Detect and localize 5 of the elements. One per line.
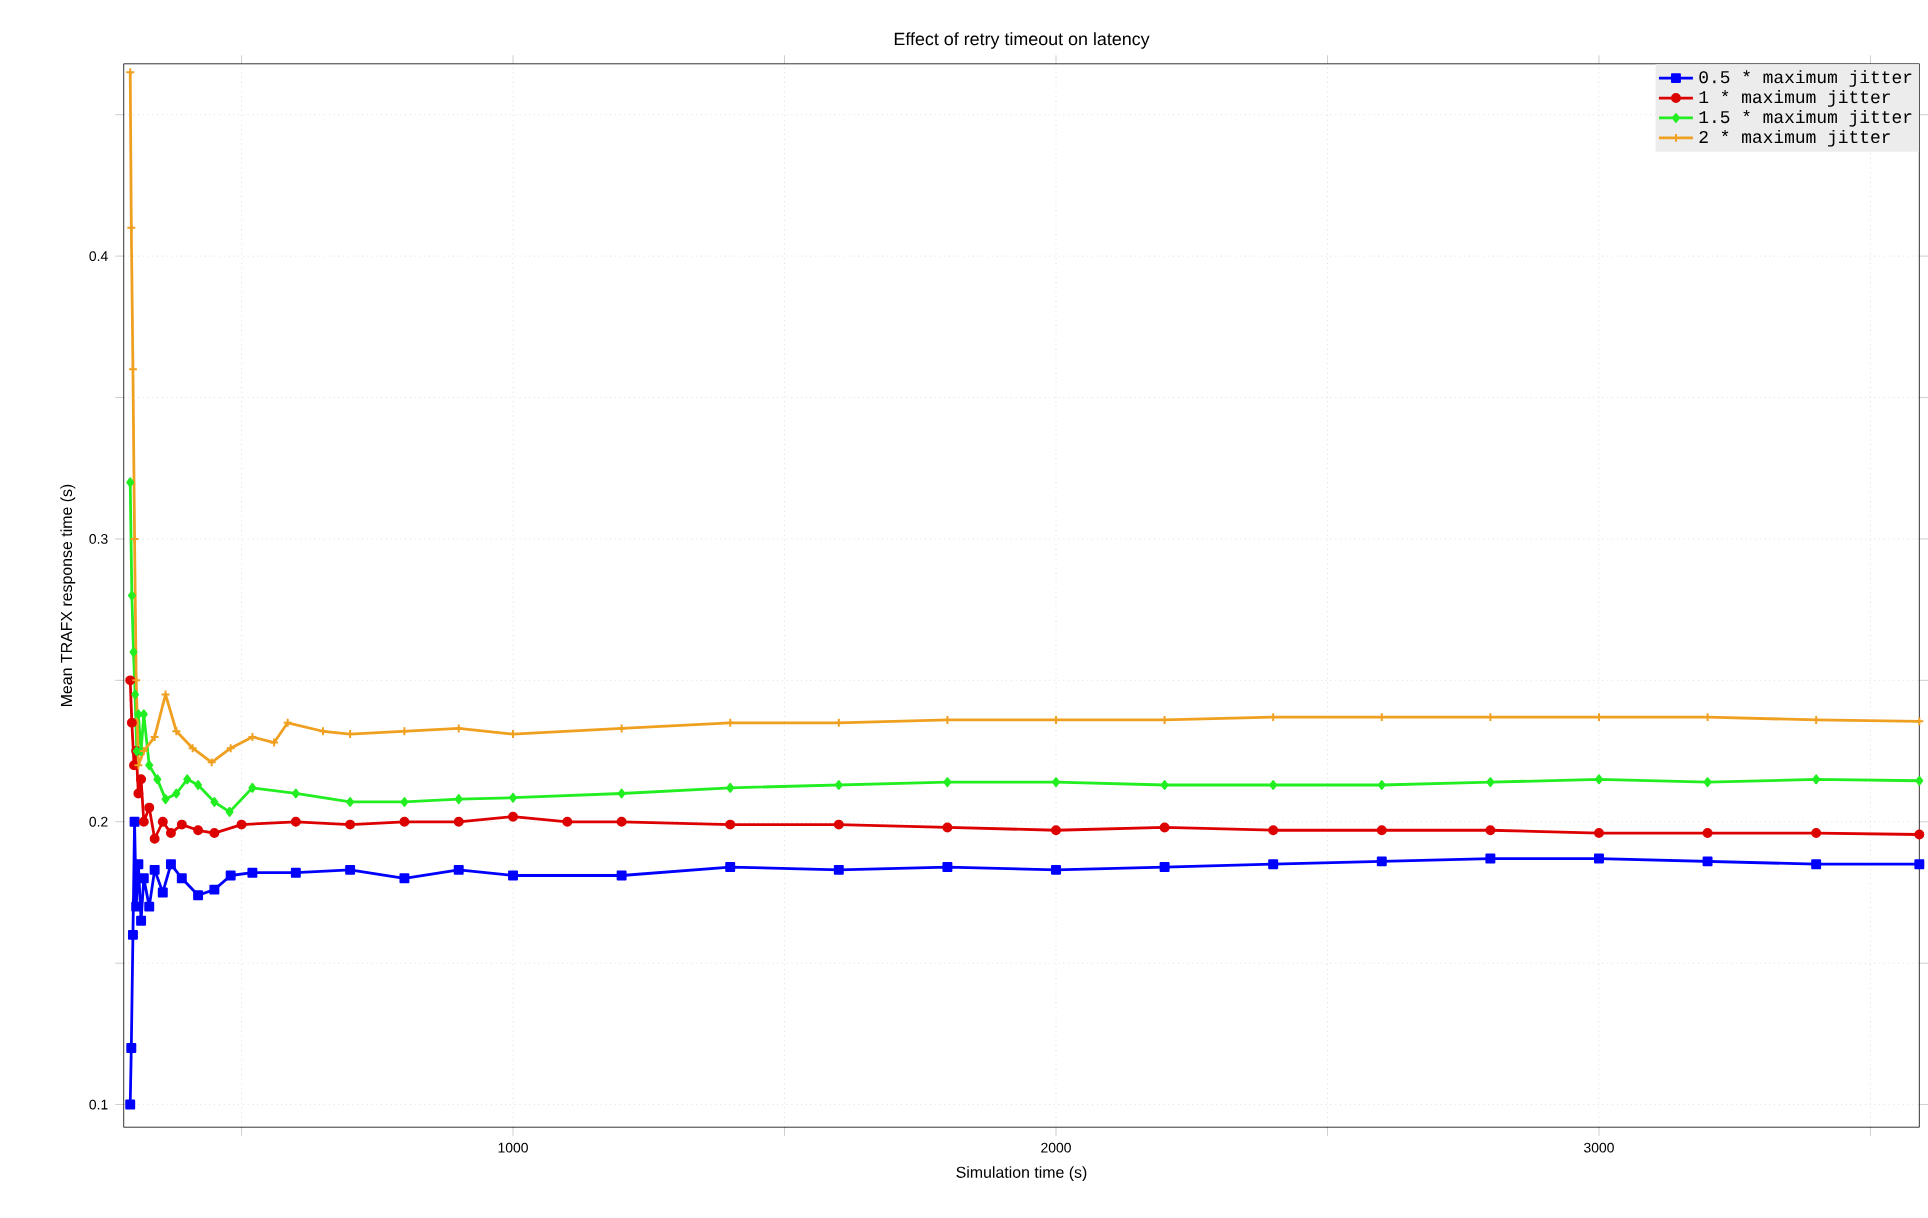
legend-label: 0.5 * maximum jitter — [1699, 70, 1912, 88]
legend-label: 1.5 * maximum jitter — [1699, 110, 1912, 128]
legend-label: 1 * maximum jitter — [1699, 90, 1890, 108]
legend-label: 2 * maximum jitter — [1699, 130, 1890, 148]
chart-title: Effect of retry timeout on latency — [894, 32, 1150, 50]
